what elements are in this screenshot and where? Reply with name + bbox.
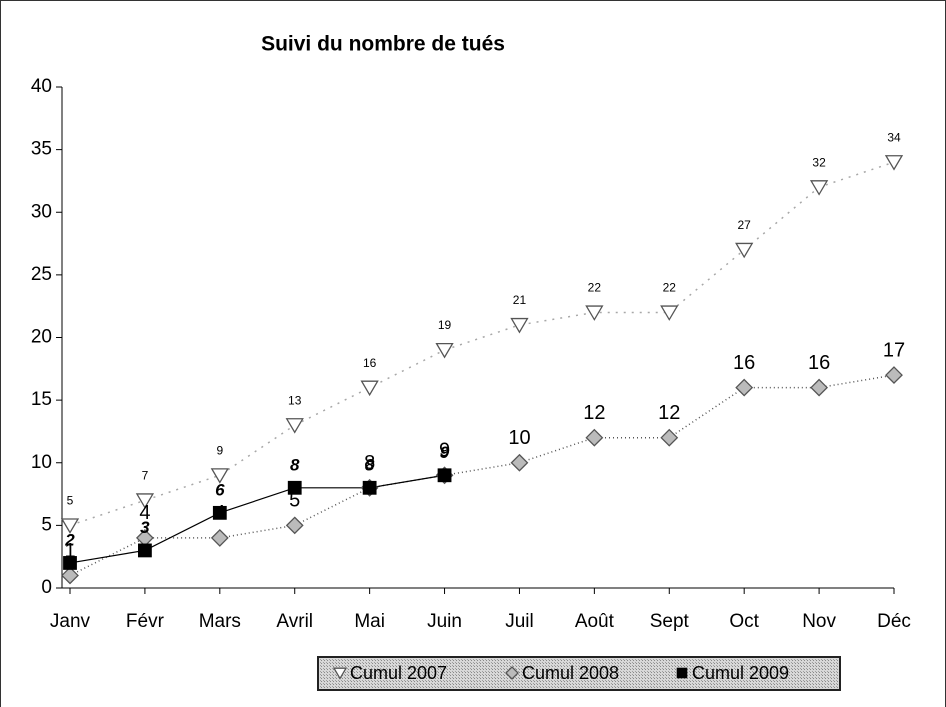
x-tick-label: Sept — [650, 611, 690, 632]
data-label: 1 — [64, 540, 75, 562]
x-tick-label: Nov — [802, 611, 836, 632]
data-label: 17 — [883, 339, 905, 361]
data-point — [435, 342, 454, 359]
data-label: 19 — [438, 318, 452, 332]
chart-title: Suivi du nombre de tués — [261, 33, 505, 56]
data-label: 5 — [289, 490, 300, 512]
legend-label: Cumul 2008 — [522, 663, 619, 683]
data-label: 13 — [288, 393, 302, 407]
x-tick-label: Août — [575, 611, 615, 632]
data-point — [63, 556, 77, 570]
data-point — [884, 155, 904, 171]
data-point — [210, 468, 229, 484]
data-point — [660, 305, 679, 321]
data-point — [510, 317, 529, 334]
y-tick-label: 20 — [31, 327, 52, 348]
data-point — [585, 428, 604, 447]
legend-marker — [505, 666, 519, 680]
data-label: 8 — [364, 452, 375, 474]
legend-label: Cumul 2007 — [350, 663, 447, 683]
x-tick-label: Juin — [427, 611, 462, 632]
legend-label: Cumul 2009 — [692, 663, 789, 683]
data-point — [210, 528, 229, 547]
x-tick-label: Mai — [354, 611, 385, 632]
data-point — [360, 380, 379, 397]
series-line — [69, 161, 895, 527]
y-tick-label: 10 — [31, 452, 52, 473]
data-label: 16 — [363, 356, 377, 370]
data-label: 8 — [290, 455, 300, 474]
data-label: 9 — [439, 440, 450, 462]
data-label: 21 — [513, 293, 527, 307]
y-tick-label: 35 — [31, 139, 52, 160]
data-point — [885, 366, 903, 384]
x-tick-label: Avril — [276, 611, 313, 632]
data-point — [362, 480, 377, 495]
data-point — [285, 418, 304, 434]
data-point — [735, 242, 754, 259]
data-point — [287, 480, 302, 495]
x-tick-label: Oct — [729, 611, 759, 632]
legend — [317, 656, 841, 691]
x-tick-label: Févr — [126, 611, 165, 632]
data-point — [138, 543, 152, 558]
y-tick-label: 25 — [31, 264, 52, 285]
data-label: 4 — [139, 502, 150, 524]
data-label: 7 — [142, 468, 149, 482]
data-label: 10 — [508, 427, 530, 449]
y-tick-label: 40 — [31, 76, 52, 97]
y-tick-label: 0 — [41, 577, 52, 598]
y-tick-label: 15 — [31, 389, 52, 410]
data-label: 9 — [440, 443, 450, 462]
series-line — [69, 474, 445, 564]
x-tick-label: Janv — [50, 611, 91, 632]
data-point — [437, 468, 452, 483]
data-label: 16 — [808, 352, 830, 374]
data-point — [212, 505, 227, 520]
data-label: 27 — [738, 218, 752, 232]
data-label: 12 — [583, 402, 605, 424]
y-tick-label: 30 — [31, 201, 52, 222]
data-point — [809, 180, 829, 196]
data-label: 2 — [64, 530, 75, 549]
legend-marker — [332, 667, 348, 680]
data-label: 5 — [67, 494, 74, 508]
x-tick-label: Déc — [877, 611, 911, 632]
data-label: 8 — [365, 455, 375, 474]
data-label: 22 — [588, 281, 602, 295]
data-point — [61, 566, 79, 585]
data-label: 9 — [216, 443, 223, 457]
data-point — [735, 378, 754, 397]
data-point — [660, 428, 679, 447]
series-line — [69, 374, 895, 577]
data-label: 22 — [663, 281, 677, 295]
x-tick-label: Mars — [199, 611, 241, 632]
data-label: 12 — [658, 402, 680, 424]
data-point — [585, 305, 604, 321]
data-point — [135, 493, 155, 509]
data-label: 3 — [140, 518, 150, 537]
y-tick-label: 5 — [41, 514, 52, 535]
data-point — [810, 378, 829, 397]
data-label: 6 — [215, 480, 225, 499]
data-point — [60, 518, 80, 534]
data-label: 34 — [887, 130, 901, 144]
data-point — [285, 516, 304, 535]
data-label: 32 — [812, 155, 826, 169]
legend-marker — [676, 667, 688, 679]
data-label: 16 — [733, 352, 755, 374]
data-point — [510, 453, 529, 472]
x-tick-label: Juil — [505, 611, 534, 632]
